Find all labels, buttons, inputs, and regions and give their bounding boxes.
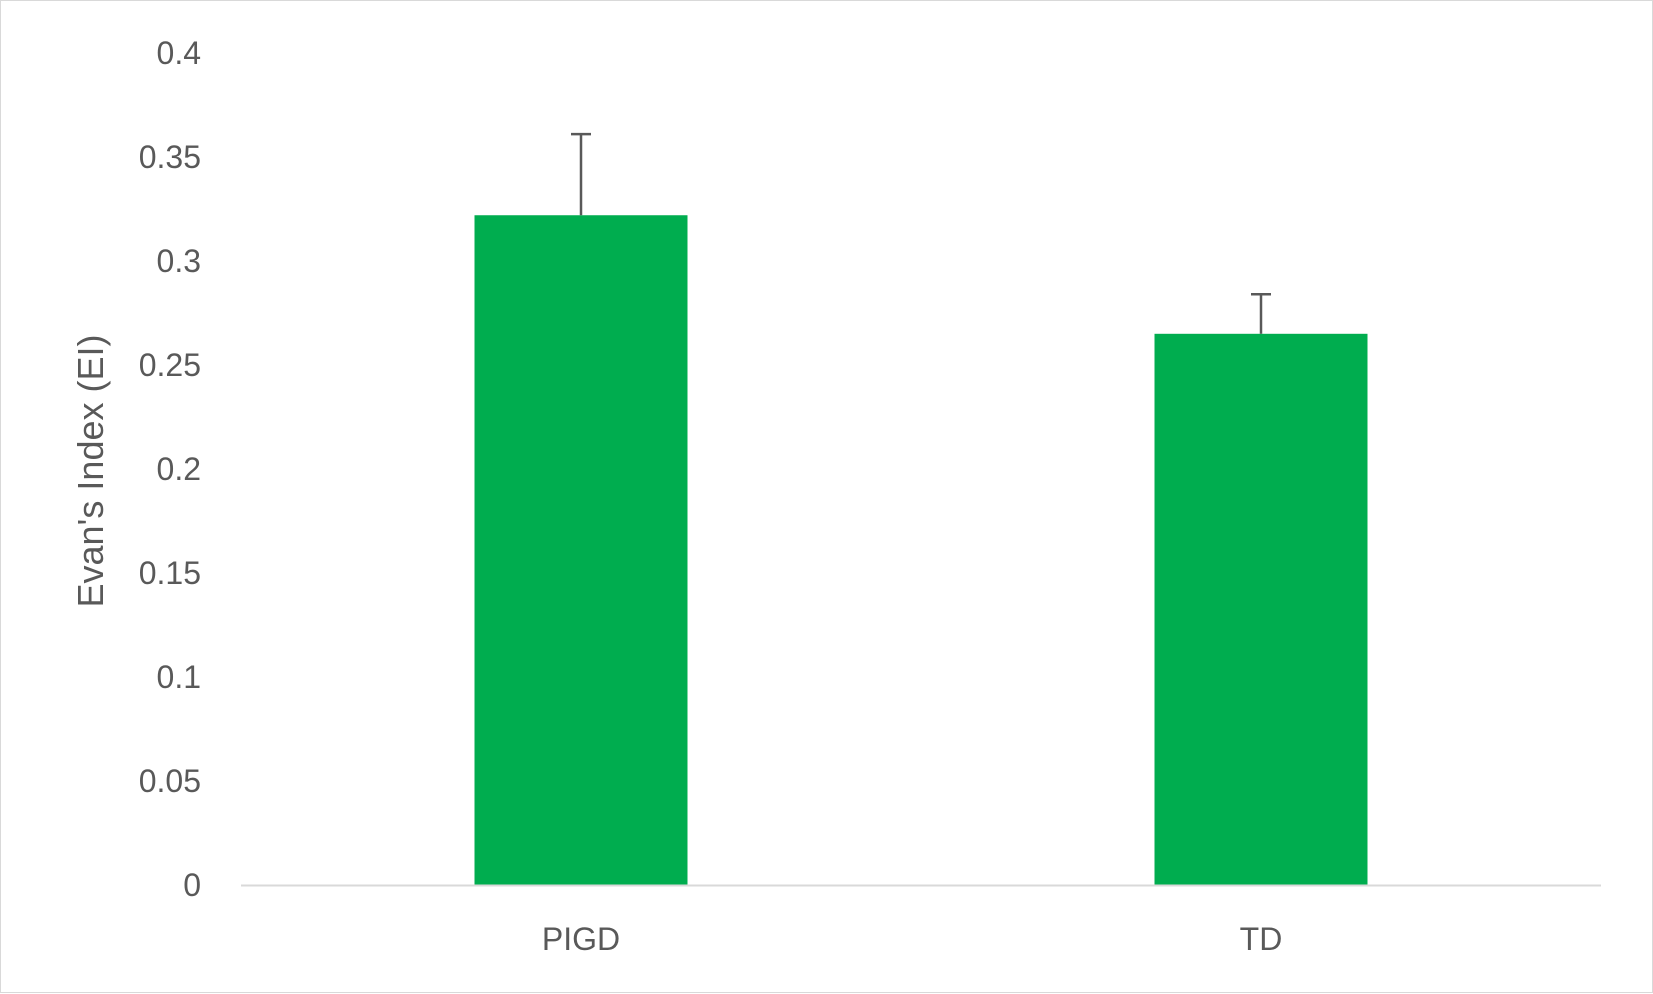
error-bars <box>571 132 1271 334</box>
bar-pigd <box>474 215 688 886</box>
y-tick-label: 0.35 <box>139 139 201 175</box>
y-tick-label: 0.4 <box>157 35 201 71</box>
x-tick-label: PIGD <box>542 921 620 957</box>
y-tick-label: 0.15 <box>139 555 201 591</box>
y-tick-label: 0.1 <box>157 659 201 695</box>
bar-td <box>1154 333 1368 885</box>
y-tick-label: 0.25 <box>139 347 201 383</box>
y-tick-label: 0.05 <box>139 763 201 799</box>
y-tick-label: 0.3 <box>157 243 201 279</box>
y-axis-title: Evan's Index (EI) <box>70 335 111 608</box>
y-tick-labels: 0 0.05 0.1 0.15 0.2 0.25 0.3 0.35 0.4 <box>139 35 201 903</box>
y-tick-label: 0 <box>183 867 201 903</box>
bars <box>474 215 1368 886</box>
x-tick-labels: PIGD TD <box>542 921 1282 957</box>
y-tick-label: 0.2 <box>157 451 201 487</box>
x-tick-label: TD <box>1240 921 1283 957</box>
